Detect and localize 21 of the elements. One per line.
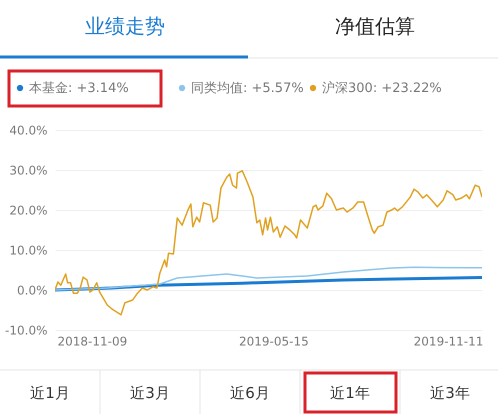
x-tick-label: 2019-11-11 — [414, 334, 484, 348]
text: 净值估算 — [335, 14, 415, 38]
text: 近3月 — [130, 384, 170, 402]
y-tick-label: 40.0% — [9, 124, 48, 138]
y-tick-label: -10.0% — [5, 324, 48, 338]
legend-label: 同类均值: +5.57% — [191, 81, 304, 96]
x-tick-label: 2019-05-15 — [238, 334, 309, 348]
legend-label: 沪深300: +23.22% — [322, 80, 442, 96]
text: 近1年 — [330, 384, 370, 402]
y-tick-label: 10.0% — [9, 244, 48, 258]
text: 近3年 — [430, 384, 470, 402]
line-series — [55, 170, 482, 316]
legend-label: 本基金: +3.14% — [29, 81, 129, 96]
line-series — [55, 266, 482, 291]
x-tick-label: 2018-11-09 — [58, 334, 128, 348]
y-tick-label: 30.0% — [9, 164, 48, 178]
y-tick-label: 20.0% — [9, 204, 48, 218]
y-tick-label: 0.0% — [17, 284, 48, 298]
text: 业绩走势 — [85, 14, 165, 38]
text: 近1月 — [30, 384, 70, 402]
text: 近6月 — [230, 384, 270, 402]
